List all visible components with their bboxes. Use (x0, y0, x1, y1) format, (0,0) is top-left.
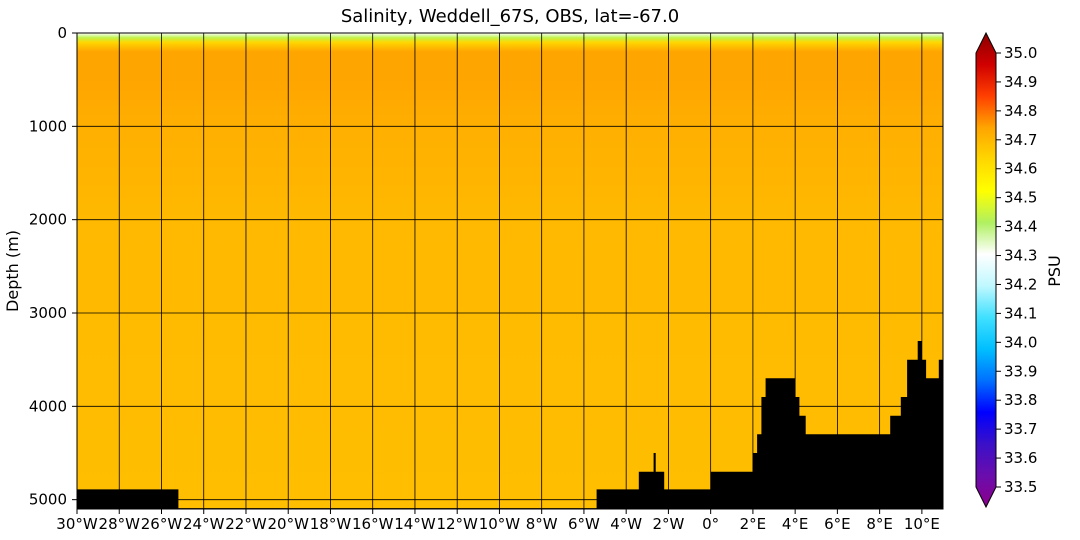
x-tick-label: 4°E (782, 515, 809, 533)
x-tick-label: 10°E (904, 515, 940, 533)
colorbar-tick-label: 34.7 (1004, 131, 1037, 149)
y-tick-label: 2000 (29, 211, 67, 229)
y-axis: 0 1000 2000 3000 4000 5000 (29, 24, 77, 509)
x-tick-label: 4°W (610, 515, 642, 533)
colorbar-tick-label: 33.6 (1004, 449, 1037, 467)
colorbar-tick-label: 34.2 (1004, 275, 1037, 293)
colorbar-tick-label: 35.0 (1004, 44, 1037, 62)
x-tick-label: 20°W (268, 515, 310, 533)
seafloor-bathymetry (77, 341, 943, 509)
colorbar-tick-label: 34.8 (1004, 102, 1037, 120)
x-tick-label: 10°W (479, 515, 521, 533)
x-tick-label: 14°W (394, 515, 436, 533)
x-tick-label: 2°W (652, 515, 684, 533)
x-axis: 30°W 28°W 26°W 24°W 22°W 20°W 18°W 16°W 14°W 12°W… (56, 509, 940, 533)
chart-title: Salinity, Weddell_67S, OBS, lat=-67.0 (341, 6, 679, 27)
colorbar-tick-label: 34.9 (1004, 73, 1037, 91)
x-tick-label: 12°W (436, 515, 478, 533)
colorbar-tick-label: 33.7 (1004, 420, 1037, 438)
x-tick-label: 0° (702, 515, 719, 533)
colorbar-tick-label: 34.6 (1004, 160, 1037, 178)
y-tick-label: 5000 (29, 491, 67, 509)
x-tick-label: 6°W (568, 515, 600, 533)
grid-lines (76, 32, 943, 509)
x-tick-label: 2°E (740, 515, 767, 533)
colorbar-label: PSU (1045, 255, 1064, 287)
x-tick-label: 26°W (141, 515, 183, 533)
colorbar-tick-label: 34.5 (1004, 189, 1037, 207)
y-tick-label: 1000 (29, 117, 67, 135)
y-tick-label: 3000 (29, 304, 67, 322)
colorbar: 33.5 33.6 33.7 33.8 33.9 34.0 34.1 34.2 34.3 34.4… (975, 31, 1064, 509)
y-axis-label: Depth (m) (3, 230, 22, 312)
x-tick-label: 30°W (56, 515, 98, 533)
colorbar-ticks: 33.5 33.6 33.7 33.8 33.9 34.0 34.1 34.2 34.3 34.4… (996, 44, 1037, 496)
x-tick-label: 8°E (866, 515, 893, 533)
x-tick-label: 6°E (824, 515, 851, 533)
colorbar-body (975, 31, 997, 509)
x-tick-label: 24°W (183, 515, 225, 533)
plot-frame (76, 32, 944, 510)
x-tick-label: 28°W (99, 515, 141, 533)
x-tick-label: 18°W (310, 515, 352, 533)
x-tick-label: 22°W (225, 515, 267, 533)
y-tick-label: 0 (57, 24, 67, 42)
x-tick-label: 8°W (526, 515, 558, 533)
colorbar-tick-label: 34.1 (1004, 304, 1037, 322)
colorbar-tick-label: 33.8 (1004, 391, 1037, 409)
colorbar-tick-label: 34.4 (1004, 218, 1037, 236)
colorbar-tick-label: 33.9 (1004, 362, 1037, 380)
colorbar-tick-label: 34.3 (1004, 247, 1037, 265)
y-tick-label: 4000 (29, 397, 67, 415)
x-tick-label: 16°W (352, 515, 394, 533)
colorbar-tick-label: 33.5 (1004, 478, 1037, 496)
colorbar-tick-label: 34.0 (1004, 333, 1037, 351)
